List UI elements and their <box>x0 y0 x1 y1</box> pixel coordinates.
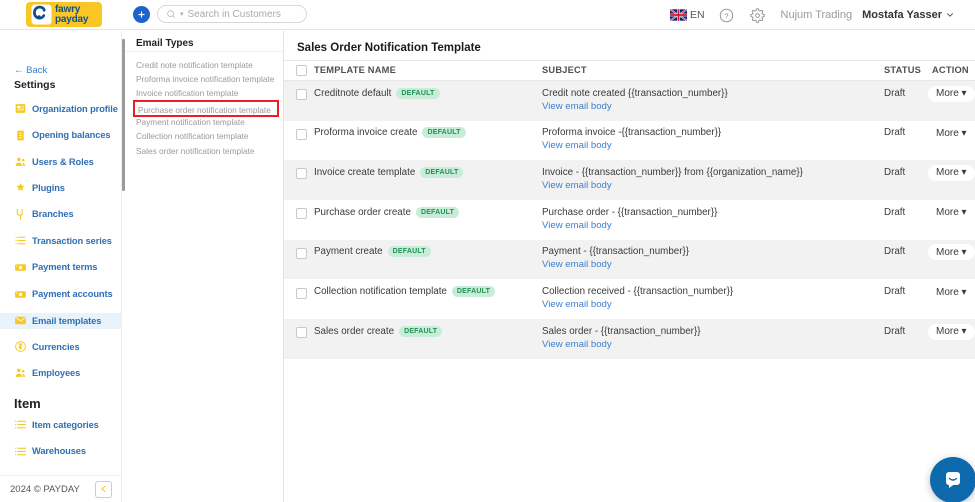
svg-text:?: ? <box>724 13 728 20</box>
